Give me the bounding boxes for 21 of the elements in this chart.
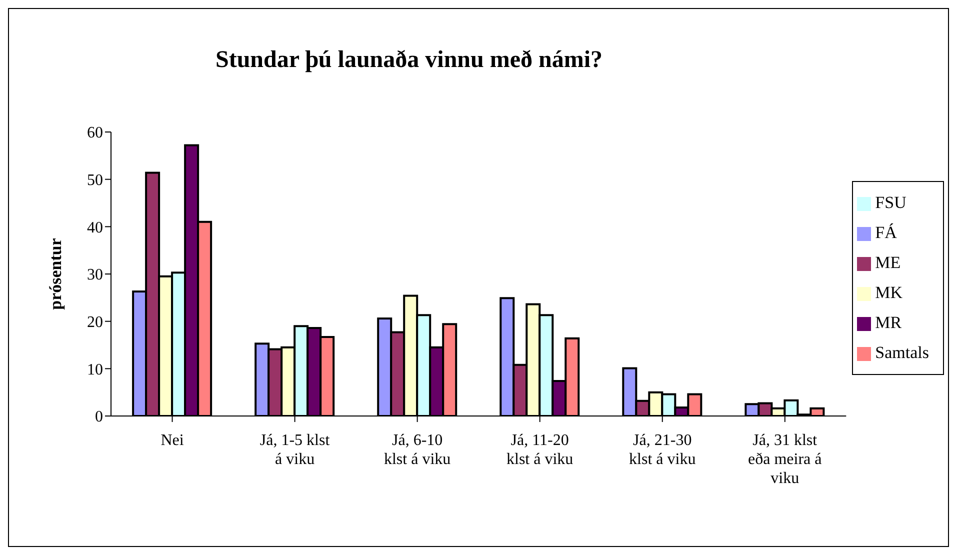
x-tick-label: Já, 6-10 klst á viku xyxy=(384,432,451,468)
y-tick-label: 50 xyxy=(87,172,103,190)
x-tick-label: Já, 21-30 klst á viku xyxy=(629,432,696,468)
y-tick-label: 0 xyxy=(95,408,103,426)
y-tick-label: 40 xyxy=(87,219,103,236)
y-axis-title: prósentur xyxy=(46,238,66,310)
x-tick-label: Já, 31 klst eða meira á viku xyxy=(748,432,822,488)
x-tick-label: Já, 1-5 klst á viku xyxy=(260,432,330,468)
legend-label: MR xyxy=(875,312,902,332)
y-tick-label: 10 xyxy=(87,361,103,378)
legend-label: FÁ xyxy=(875,222,897,242)
y-tick-label: 20 xyxy=(87,314,103,332)
legend-label: ME xyxy=(875,252,901,272)
y-tick-label: 60 xyxy=(87,124,103,142)
x-tick-label: Já, 11-20 klst á viku xyxy=(506,432,574,468)
legend-label: MK xyxy=(875,282,903,302)
legend-label: FSU xyxy=(875,192,906,212)
y-tick-label: 30 xyxy=(87,266,103,284)
chart-title: Stundar þú launaða vinnu með námi? xyxy=(214,47,604,74)
legend-label: Samtals xyxy=(875,342,929,362)
x-tick-label: Nei xyxy=(160,432,184,449)
